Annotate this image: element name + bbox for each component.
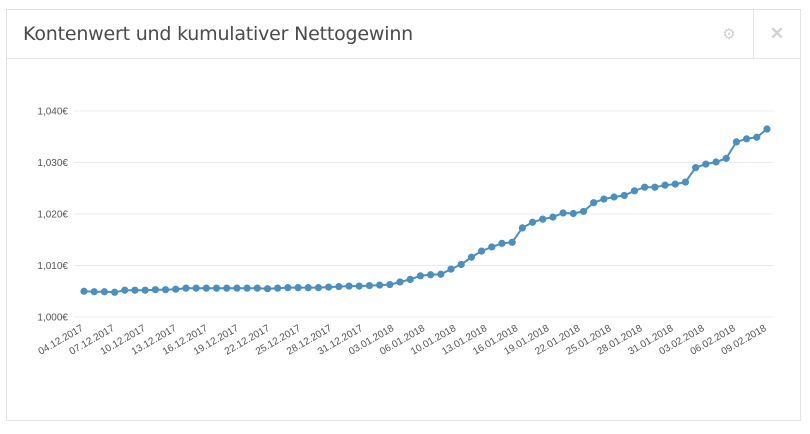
y-tick-label: 1,030€ <box>37 158 68 169</box>
y-axis: 1,000€ 1,010€ 1,020€ 1,030€ 1,040€ <box>37 107 68 324</box>
data-point[interactable] <box>121 286 129 294</box>
grid-lines <box>74 110 773 318</box>
chart-panel: Kontenwert und kumulativer Nettogewinn ⚙… <box>6 9 801 421</box>
data-point[interactable] <box>528 218 537 226</box>
data-point[interactable] <box>233 284 241 292</box>
data-point[interactable] <box>345 282 353 290</box>
data-point[interactable] <box>182 284 190 292</box>
data-point[interactable] <box>365 281 374 290</box>
data-point[interactable] <box>457 260 465 269</box>
data-point[interactable] <box>314 284 323 292</box>
data-point[interactable] <box>498 239 506 247</box>
data-point[interactable] <box>447 265 455 273</box>
data-point[interactable] <box>559 209 567 217</box>
data-point[interactable] <box>692 164 700 172</box>
data-point[interactable] <box>131 286 139 294</box>
data-point[interactable] <box>641 183 649 191</box>
data-point[interactable] <box>304 284 312 292</box>
data-point[interactable] <box>172 285 180 293</box>
data-point[interactable] <box>80 287 88 295</box>
data-point[interactable] <box>284 284 292 292</box>
data-point[interactable] <box>600 195 608 203</box>
data-point[interactable] <box>212 284 221 292</box>
data-point[interactable] <box>141 286 149 294</box>
data-point[interactable] <box>518 224 526 232</box>
data-point[interactable] <box>151 286 159 294</box>
data-point[interactable] <box>671 180 679 188</box>
series-line <box>83 128 768 294</box>
data-point[interactable] <box>743 135 751 143</box>
data-point[interactable] <box>681 178 690 186</box>
data-point[interactable] <box>590 199 598 207</box>
data-point[interactable] <box>753 133 761 141</box>
series <box>80 125 771 296</box>
data-point[interactable] <box>202 284 210 292</box>
data-point[interactable] <box>488 243 496 251</box>
data-point[interactable] <box>386 280 394 289</box>
data-point[interactable] <box>437 270 445 278</box>
data-point[interactable] <box>579 207 588 216</box>
y-tick-label: 1,040€ <box>37 107 68 118</box>
data-point[interactable] <box>192 284 200 292</box>
data-point[interactable] <box>539 215 547 223</box>
data-point[interactable] <box>549 213 557 221</box>
data-point[interactable] <box>406 275 414 284</box>
panel-title: Kontenwert und kumulativer Nettogewinn <box>23 23 413 45</box>
data-point[interactable] <box>426 271 435 279</box>
data-point[interactable] <box>467 253 475 261</box>
panel-header: Kontenwert und kumulativer Nettogewinn ⚙… <box>7 10 800 59</box>
data-point[interactable] <box>253 284 261 292</box>
data-point[interactable] <box>630 187 639 195</box>
data-point[interactable] <box>396 278 404 286</box>
data-point[interactable] <box>661 181 669 189</box>
data-point[interactable] <box>100 288 108 296</box>
data-point[interactable] <box>610 193 618 201</box>
data-point[interactable] <box>477 247 486 255</box>
data-point[interactable] <box>651 183 659 191</box>
data-point[interactable] <box>335 283 343 291</box>
data-point[interactable] <box>325 283 333 291</box>
data-point[interactable] <box>294 284 302 292</box>
y-tick-label: 1,010€ <box>37 261 68 272</box>
close-button[interactable]: ✕ <box>753 10 800 58</box>
data-point[interactable] <box>161 286 170 294</box>
data-point[interactable] <box>722 154 730 162</box>
data-point[interactable] <box>243 284 251 292</box>
data-point[interactable] <box>90 288 98 296</box>
y-tick-label: 1,000€ <box>37 313 68 324</box>
data-point[interactable] <box>416 272 425 280</box>
data-point[interactable] <box>263 285 272 293</box>
data-point[interactable] <box>732 138 741 146</box>
data-point[interactable] <box>110 288 119 296</box>
data-point[interactable] <box>376 281 384 289</box>
data-point[interactable] <box>569 209 577 218</box>
data-point[interactable] <box>355 282 363 290</box>
data-point[interactable] <box>274 284 282 292</box>
y-tick-label: 1,020€ <box>37 210 68 221</box>
settings-button[interactable]: ⚙ <box>706 10 752 58</box>
data-point[interactable] <box>223 284 231 292</box>
data-point[interactable] <box>508 238 516 246</box>
data-point[interactable] <box>620 191 628 200</box>
x-axis: 04.12.201707.12.201710.12.201713.12.2017… <box>37 323 769 358</box>
gear-icon: ⚙ <box>722 26 736 43</box>
data-point[interactable] <box>702 160 710 168</box>
data-point[interactable] <box>712 158 720 166</box>
close-icon: ✕ <box>769 24 785 43</box>
data-point[interactable] <box>763 125 771 133</box>
